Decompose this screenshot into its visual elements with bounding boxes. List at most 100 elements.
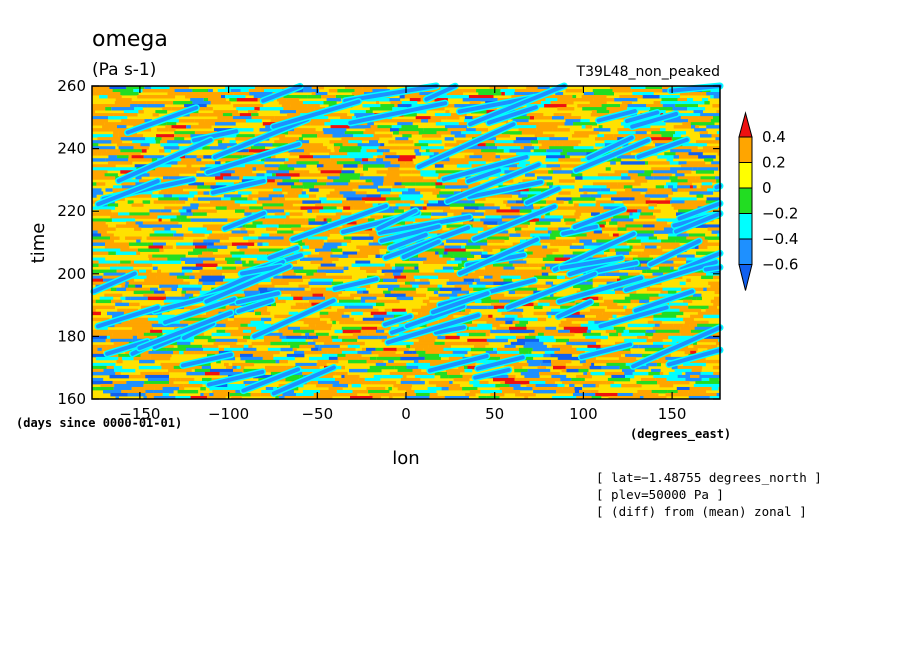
field-cell [258, 332, 283, 337]
field-cell [524, 251, 533, 255]
field-cell [236, 107, 255, 111]
field-cell [588, 317, 609, 322]
field-cell [323, 371, 336, 376]
field-cell [281, 206, 301, 210]
field-cell [585, 380, 603, 385]
field-cell [180, 218, 191, 222]
field-cell [230, 251, 245, 255]
field-cell [560, 122, 565, 126]
field-cell [412, 350, 417, 355]
field-cell [714, 296, 720, 301]
field-cell [288, 218, 306, 222]
field-cell [585, 335, 608, 340]
field-cell [95, 299, 111, 304]
field-cell [135, 323, 152, 328]
field-cell [706, 359, 720, 364]
field-streak [261, 84, 303, 103]
field-cell [492, 323, 500, 328]
field-cell [592, 89, 613, 93]
field-cell [202, 377, 212, 382]
field-cell [684, 320, 701, 325]
field-cell [126, 308, 131, 313]
field-cell [471, 110, 487, 114]
field-cell [319, 311, 329, 316]
field-cell [700, 176, 715, 180]
field-cell [390, 290, 397, 295]
field-cell [229, 392, 251, 397]
field-cell [380, 164, 385, 168]
field-cell [562, 143, 579, 147]
field-cell [92, 239, 114, 243]
field-cell [186, 92, 205, 96]
field-cell [648, 371, 660, 376]
field-cell [514, 227, 522, 231]
field-cell [105, 107, 112, 111]
field-cell [648, 293, 659, 298]
field-streak [668, 84, 722, 93]
field-cell [99, 296, 114, 301]
field-cell [476, 329, 491, 334]
field-cell [223, 155, 243, 159]
field-cell [540, 152, 561, 156]
field-cell [444, 248, 466, 252]
field-cell [666, 377, 686, 382]
field-cell [251, 218, 273, 222]
field-cell [400, 356, 425, 361]
field-cell [461, 275, 479, 280]
field-cell [629, 215, 640, 219]
field-cell [464, 155, 470, 159]
field-cell [184, 272, 209, 277]
field-cell [112, 332, 138, 337]
field-cell [223, 269, 244, 273]
field-cell [322, 257, 339, 261]
field-cell [705, 200, 720, 204]
field-cell [258, 191, 283, 195]
field-cell [704, 236, 720, 240]
field-streak [424, 84, 458, 102]
field-cell [698, 164, 720, 168]
field-cell [202, 224, 220, 228]
field-cell [388, 341, 414, 346]
field-cell [438, 359, 451, 364]
field-cell [683, 317, 694, 322]
field-cell [92, 281, 106, 286]
field-cell [350, 293, 373, 298]
field-cell [575, 236, 596, 240]
field-cell [286, 365, 295, 370]
field-cell [453, 254, 475, 258]
field-cell [689, 386, 712, 391]
field-streak [624, 260, 718, 292]
field-cell [142, 194, 152, 198]
field-cell [310, 131, 324, 135]
field-cell [320, 275, 344, 280]
field-cell [266, 221, 285, 225]
field-cell [446, 92, 463, 96]
field-cell [335, 377, 359, 382]
field-cell [132, 326, 153, 331]
field-cell [156, 128, 169, 132]
field-cell [190, 395, 208, 400]
field-cell [304, 242, 324, 246]
field-cell [290, 344, 300, 349]
field-cell [701, 377, 710, 382]
field-cell [266, 227, 270, 231]
field-cell [126, 194, 143, 198]
field-cell [481, 299, 500, 304]
field-cell [399, 284, 413, 289]
field-cell [231, 350, 239, 355]
field-cell [344, 131, 364, 135]
field-cell [395, 137, 409, 141]
field-cell [357, 335, 379, 340]
field-cell [312, 293, 324, 298]
field-cell [515, 230, 527, 234]
field-cell [559, 143, 563, 147]
field-cell [415, 347, 424, 352]
field-cell [488, 314, 493, 319]
field-streak [181, 321, 216, 340]
field-cell [447, 251, 471, 255]
field-cell [412, 146, 421, 150]
field-cell [112, 134, 119, 138]
field-cell [250, 320, 265, 325]
field-cell [148, 380, 169, 385]
field-cell [380, 194, 399, 198]
